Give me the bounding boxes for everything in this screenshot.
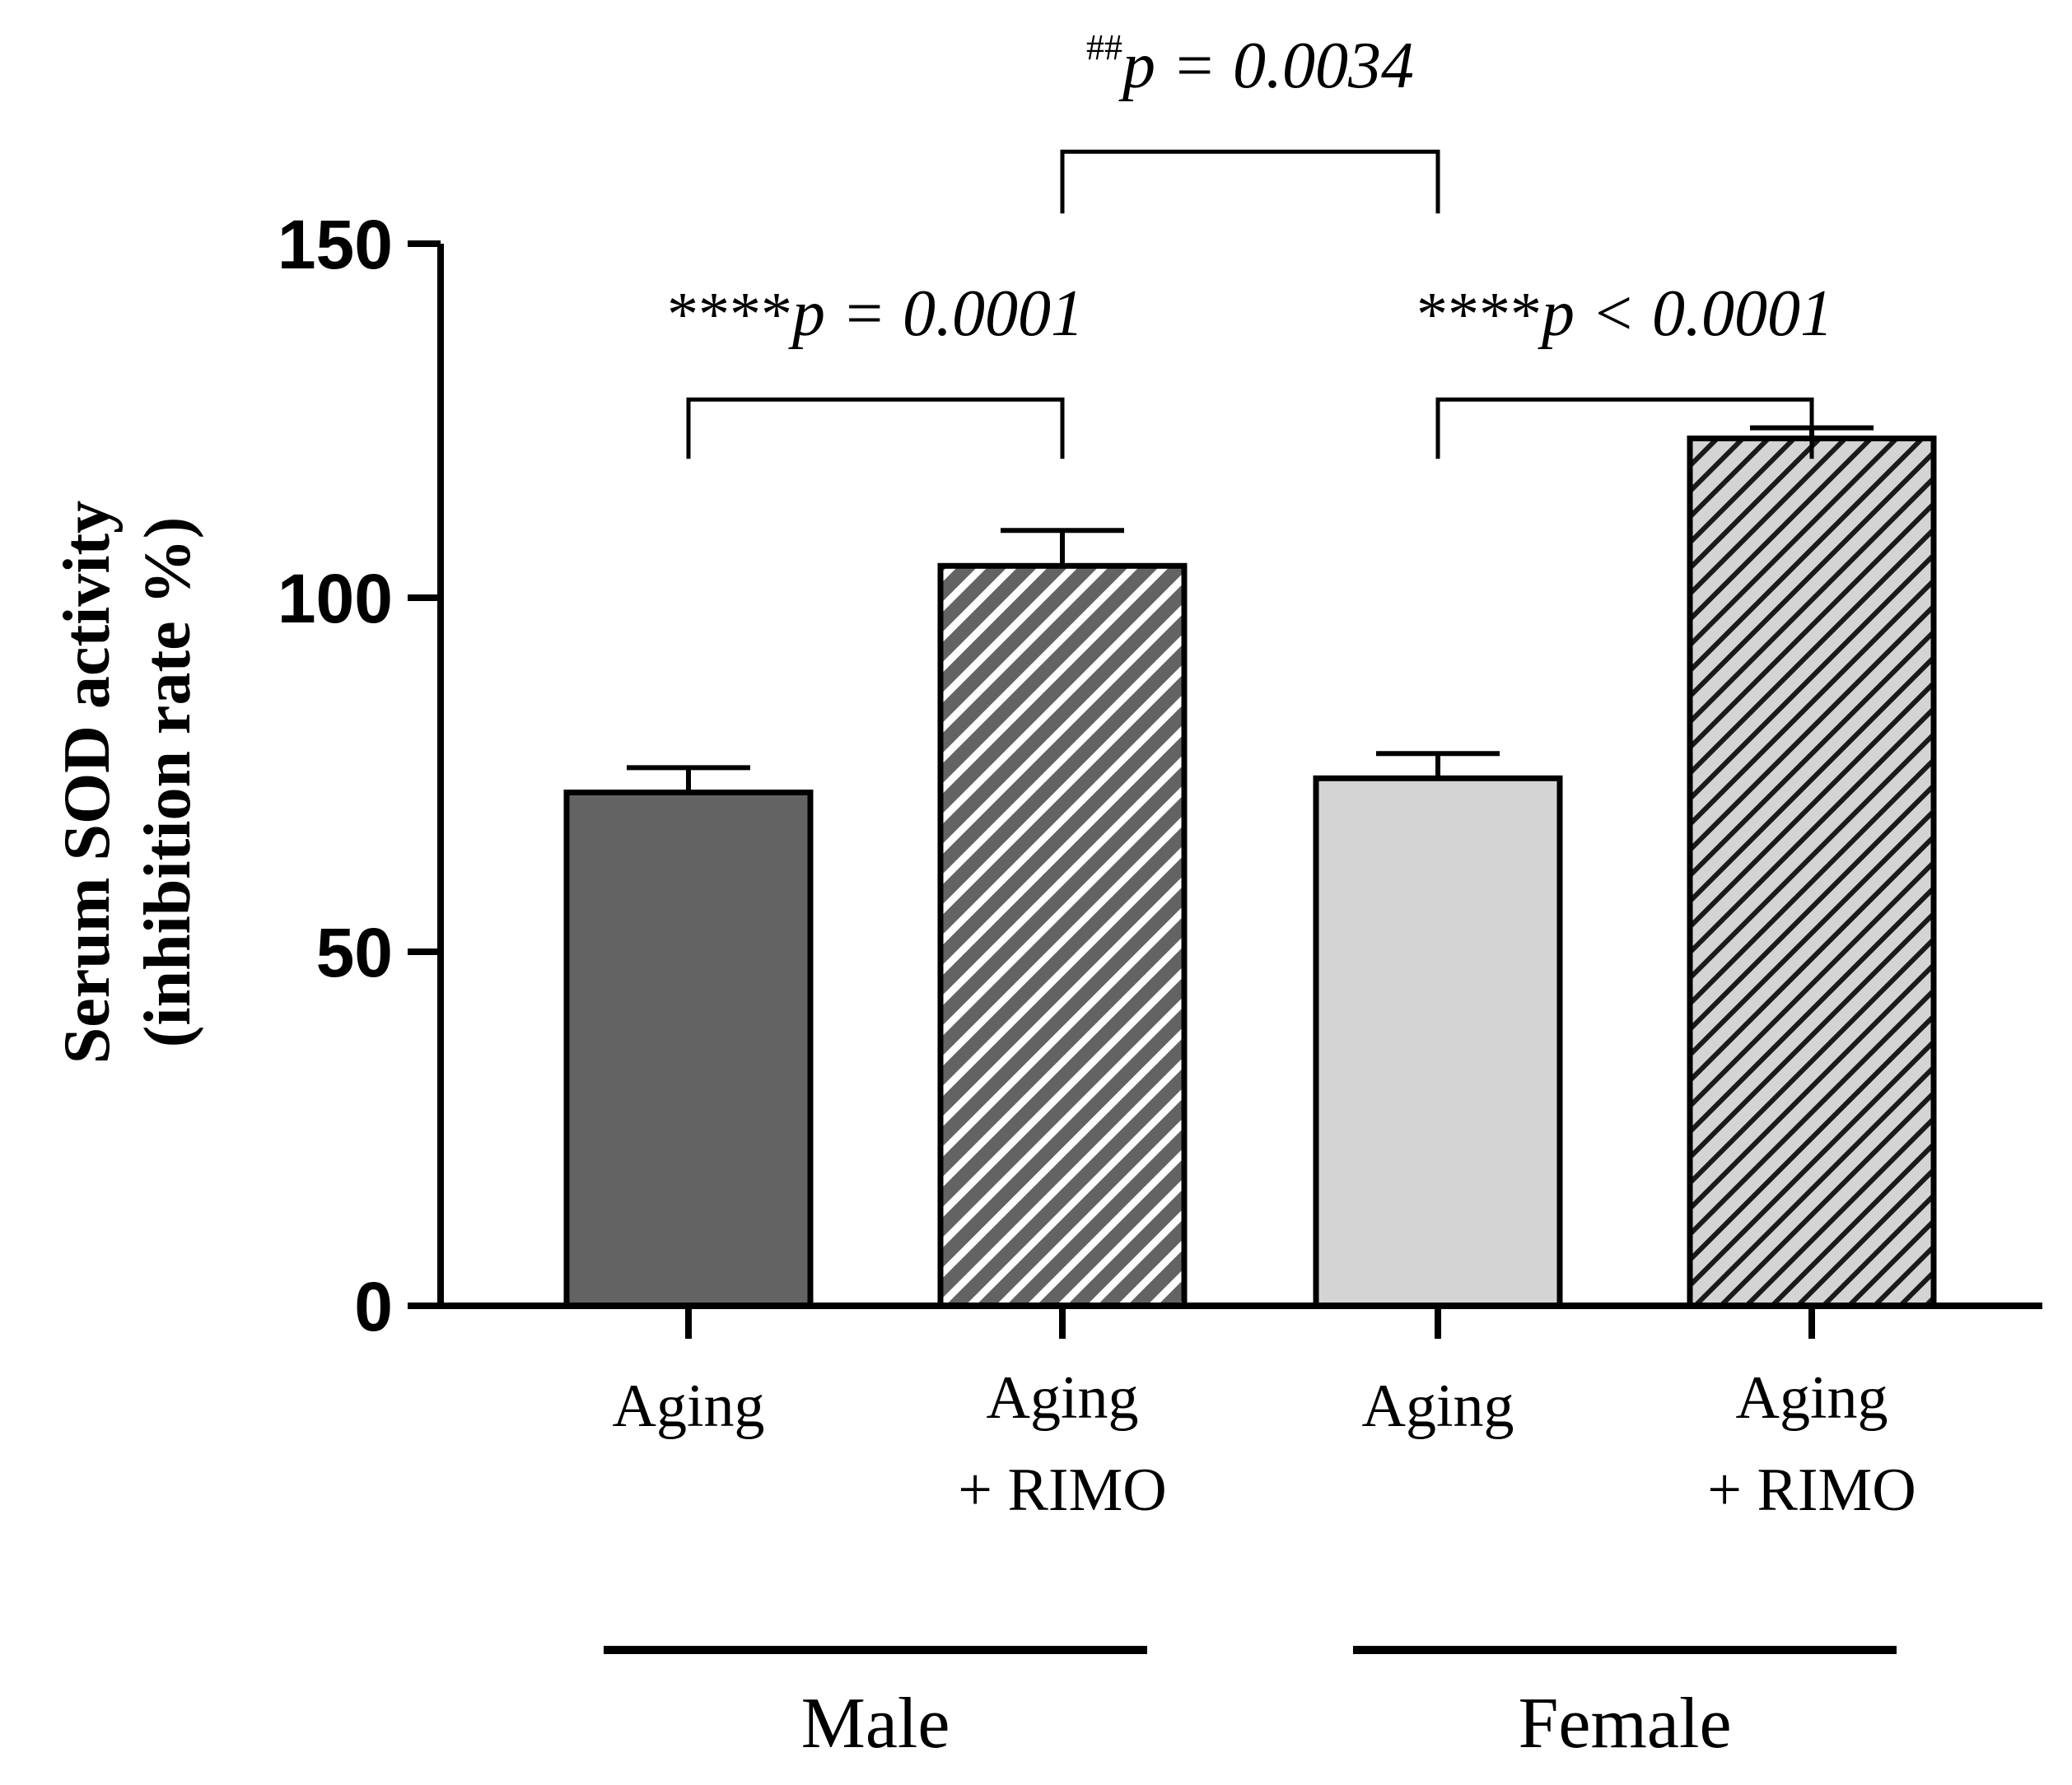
significance-pvalue: p = 0.0001 bbox=[788, 277, 1084, 350]
significance-pvalue: p = 0.0034 bbox=[1118, 30, 1414, 102]
x-tick-label-line2: + RIMO bbox=[1707, 1456, 1916, 1524]
group-labels: Male Female bbox=[604, 1646, 1897, 1764]
significance-label: ****p = 0.0001 bbox=[667, 277, 1084, 350]
significance-bracket bbox=[686, 397, 1065, 459]
x-axis: Aging Aging + RIMO Aging Aging + RIMO bbox=[410, 1303, 2042, 1524]
y-tick-label: 0 bbox=[354, 1268, 393, 1345]
y-tick-label: 100 bbox=[278, 560, 393, 637]
bar bbox=[563, 790, 814, 1309]
significance-annotations: ****p = 0.0001 ****p < 0.0001##p = 0.0034 bbox=[667, 27, 1833, 459]
x-tick-label-line2: + RIMO bbox=[958, 1456, 1166, 1524]
y-axis-label-line2: (inhibition rate %) bbox=[132, 517, 204, 1047]
x-tick-label: Aging bbox=[987, 1364, 1139, 1432]
bar bbox=[1687, 436, 1937, 1309]
x-tick-label: Aging bbox=[1736, 1364, 1888, 1432]
significance-bracket bbox=[1060, 149, 1440, 214]
significance-pvalue: p < 0.0001 bbox=[1538, 277, 1833, 350]
significance-prefix: **** bbox=[1416, 280, 1542, 349]
bar bbox=[1313, 775, 1563, 1309]
x-tick-label: Aging bbox=[613, 1373, 765, 1440]
significance-prefix: **** bbox=[667, 280, 792, 349]
significance-prefix: ## bbox=[1086, 27, 1122, 68]
group-label: Male bbox=[801, 1684, 950, 1764]
group-label: Female bbox=[1518, 1684, 1731, 1764]
x-tick-label: Aging bbox=[1362, 1373, 1514, 1440]
significance-label: ****p < 0.0001 bbox=[1416, 277, 1833, 350]
y-axis-label: Serum SOD activity (inhibition rate %) bbox=[51, 501, 204, 1064]
y-axis-label-line1: Serum SOD activity bbox=[51, 501, 124, 1064]
y-tick-label: 150 bbox=[278, 206, 393, 283]
significance-label: ##p = 0.0034 bbox=[1086, 27, 1414, 102]
bar bbox=[937, 562, 1188, 1309]
significance-bracket bbox=[1435, 397, 1814, 459]
y-axis: 0 50 100 150 bbox=[278, 206, 444, 1345]
y-tick-label: 50 bbox=[316, 914, 393, 991]
bars bbox=[563, 425, 1937, 1309]
